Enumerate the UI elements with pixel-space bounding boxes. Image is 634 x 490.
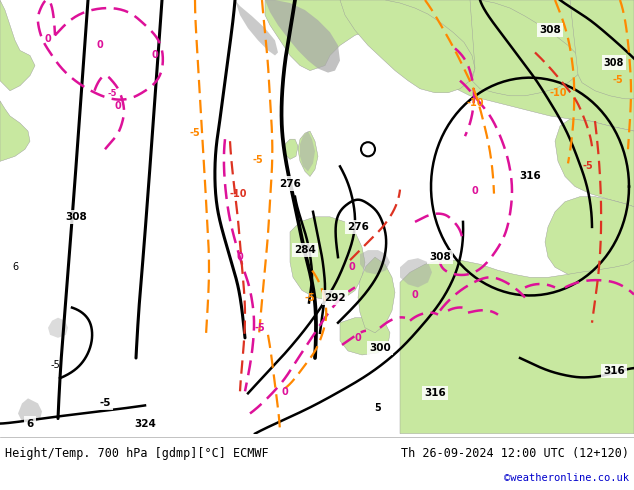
- Text: -5: -5: [252, 155, 263, 166]
- Text: 0: 0: [281, 387, 288, 397]
- Polygon shape: [285, 139, 298, 159]
- Polygon shape: [235, 0, 278, 55]
- Polygon shape: [555, 119, 634, 207]
- Text: 0: 0: [411, 290, 418, 299]
- Text: -10: -10: [230, 189, 247, 198]
- Polygon shape: [48, 318, 68, 338]
- Text: -10: -10: [549, 88, 567, 98]
- Text: -5: -5: [190, 128, 200, 138]
- Text: -10: -10: [466, 98, 484, 108]
- Polygon shape: [298, 131, 318, 176]
- Text: 308: 308: [604, 57, 624, 68]
- Text: 284: 284: [294, 245, 316, 255]
- Text: ©weatheronline.co.uk: ©weatheronline.co.uk: [504, 473, 629, 483]
- Polygon shape: [400, 258, 432, 288]
- Polygon shape: [290, 217, 365, 300]
- Polygon shape: [265, 0, 340, 73]
- Text: 308: 308: [539, 25, 561, 35]
- Text: Height/Temp. 700 hPa [gdmp][°C] ECMWF: Height/Temp. 700 hPa [gdmp][°C] ECMWF: [5, 447, 269, 460]
- Text: 276: 276: [279, 178, 301, 189]
- Text: -5: -5: [583, 161, 593, 172]
- Polygon shape: [340, 318, 390, 355]
- Polygon shape: [18, 398, 42, 423]
- Text: 6: 6: [27, 418, 34, 429]
- Text: 6: 6: [12, 262, 18, 272]
- Text: 324: 324: [134, 418, 156, 429]
- Text: 308: 308: [65, 212, 87, 222]
- Polygon shape: [400, 260, 634, 434]
- Text: -5: -5: [304, 293, 315, 302]
- Polygon shape: [265, 0, 395, 71]
- Polygon shape: [0, 101, 30, 161]
- Polygon shape: [340, 0, 475, 93]
- Polygon shape: [570, 0, 634, 99]
- Text: 316: 316: [424, 388, 446, 398]
- Polygon shape: [360, 250, 390, 274]
- Polygon shape: [300, 131, 315, 172]
- Polygon shape: [470, 0, 582, 96]
- Text: 0: 0: [44, 34, 51, 45]
- Text: 0: 0: [354, 333, 361, 343]
- Polygon shape: [0, 0, 35, 91]
- Polygon shape: [545, 196, 634, 277]
- Text: Th 26-09-2024 12:00 UTC (12+120): Th 26-09-2024 12:00 UTC (12+120): [401, 447, 629, 460]
- Polygon shape: [358, 257, 395, 333]
- Text: 0: 0: [115, 101, 121, 111]
- Text: 276: 276: [347, 222, 369, 232]
- Text: 308: 308: [429, 252, 451, 262]
- Text: 316: 316: [519, 172, 541, 181]
- Text: 316: 316: [603, 366, 625, 376]
- Polygon shape: [365, 0, 634, 131]
- Text: 300: 300: [369, 343, 391, 353]
- Text: -5: -5: [255, 323, 266, 333]
- Text: -5: -5: [612, 74, 623, 85]
- Text: 0: 0: [96, 40, 103, 50]
- Text: 0: 0: [472, 186, 479, 196]
- Text: 0: 0: [236, 252, 243, 262]
- Text: 292: 292: [324, 293, 346, 302]
- Text: -5: -5: [100, 398, 111, 408]
- Text: 0: 0: [152, 50, 158, 60]
- Text: 5: 5: [375, 403, 382, 414]
- Text: -5: -5: [107, 89, 117, 98]
- Text: 0: 0: [349, 262, 356, 272]
- Text: -5: -5: [50, 360, 60, 370]
